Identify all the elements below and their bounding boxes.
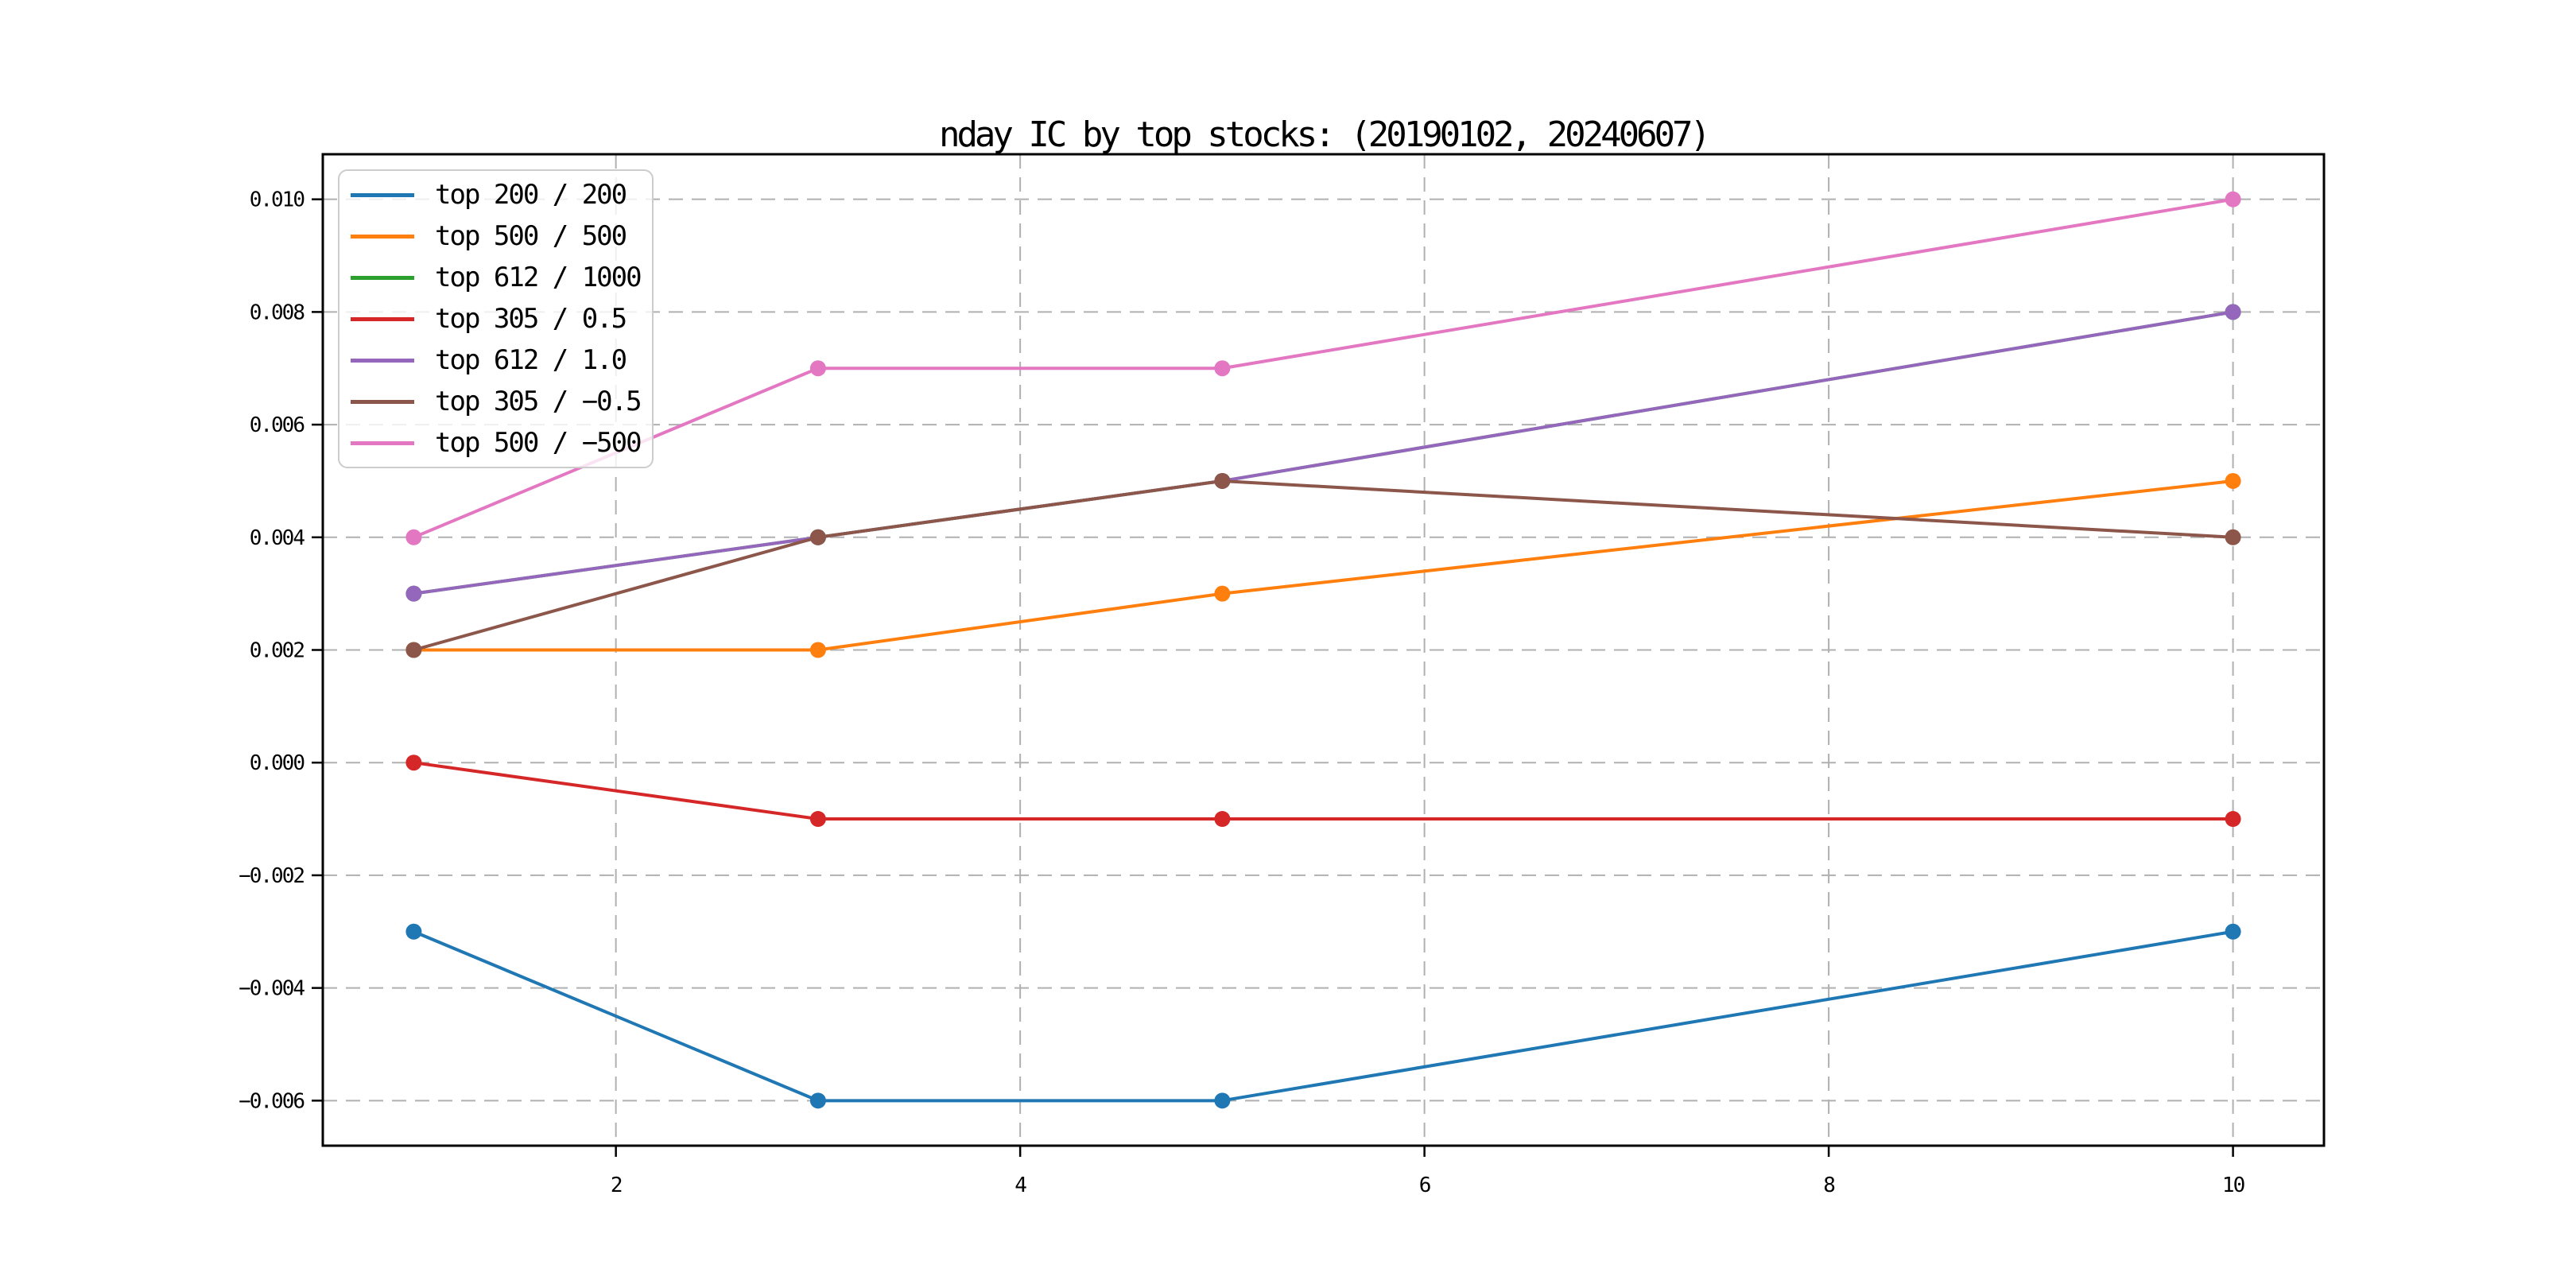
legend-item-top-500-500: top 500 / −500 xyxy=(351,422,642,464)
legend-line-sample xyxy=(351,275,414,280)
data-point-marker xyxy=(1214,360,1231,377)
axis-ticks xyxy=(312,198,2234,1157)
data-point-marker xyxy=(1214,585,1231,602)
data-point-marker xyxy=(1214,472,1231,489)
y-tick-label: 0.002 xyxy=(250,639,305,663)
x-tick-label: 4 xyxy=(1014,1174,1026,1197)
data-point-marker xyxy=(809,642,826,658)
legend: top 200 / 200 top 500 / 500 top 612 / 10… xyxy=(338,169,654,468)
series-top-612-1-0 xyxy=(405,304,2241,602)
legend-item-top-612-1-0: top 612 / 1.0 xyxy=(351,339,641,381)
legend-line-sample xyxy=(351,234,414,239)
x-tick-label: 10 xyxy=(2222,1174,2244,1197)
data-point-marker xyxy=(2225,472,2241,489)
data-point-marker xyxy=(2225,304,2241,320)
series-line xyxy=(413,761,2233,821)
series-line xyxy=(413,479,2233,652)
legend-line-sample xyxy=(351,358,414,363)
series-top-305-0-5 xyxy=(405,472,2241,658)
legend-item-top-612-1000: top 612 / 1000 xyxy=(351,257,642,298)
x-tick-label: 8 xyxy=(1823,1174,1834,1197)
data-point-marker xyxy=(809,1092,826,1109)
series-top-500-500 xyxy=(405,472,2241,658)
legend-label: top 500 / 500 xyxy=(435,220,627,252)
series-top-500-500 xyxy=(405,191,2241,545)
x-tick-label: 6 xyxy=(1419,1174,1430,1197)
data-point-marker xyxy=(809,529,826,545)
data-point-marker xyxy=(809,360,826,377)
series-line xyxy=(413,479,2233,652)
y-tick-label: −0.004 xyxy=(239,977,305,1001)
legend-label: top 500 / −500 xyxy=(435,427,642,459)
data-point-marker xyxy=(405,642,422,658)
axis-tick-labels: 0.010 0.008 0.006 0.004 0.002 0.000 −0.002 −0.0… xyxy=(239,188,2246,1197)
legend-label: top 612 / 1.0 xyxy=(435,344,627,376)
legend-item-top-500-500: top 500 / 500 xyxy=(351,215,641,257)
data-point-marker xyxy=(2225,923,2241,940)
data-point-marker xyxy=(2225,191,2241,208)
legend-item-top-200-200: top 200 / 200 xyxy=(351,174,641,215)
series-line xyxy=(413,310,2233,596)
data-point-marker xyxy=(2225,811,2241,828)
y-tick-label: −0.006 xyxy=(239,1089,304,1113)
x-tick-label: 2 xyxy=(611,1174,622,1197)
data-point-marker xyxy=(1214,811,1231,828)
legend-line-sample xyxy=(351,399,414,404)
series-line xyxy=(413,310,2233,596)
series-top-305-0-5 xyxy=(405,755,2241,828)
data-point-marker xyxy=(405,529,422,545)
data-point-marker xyxy=(2225,529,2241,545)
axes-border xyxy=(321,153,2326,1147)
data-point-marker xyxy=(405,755,422,771)
legend-label: top 305 / 0.5 xyxy=(435,303,627,335)
legend-line-sample xyxy=(351,440,414,445)
y-tick-label: 0.006 xyxy=(250,413,305,437)
y-tick-label: 0.000 xyxy=(250,751,305,775)
legend-item-top-305-0-5: top 305 / 0.5 xyxy=(351,298,641,339)
data-point-marker xyxy=(405,923,422,940)
legend-line-sample xyxy=(351,316,414,321)
legend-line-sample xyxy=(351,192,414,197)
series-top-200-200 xyxy=(405,923,2241,1109)
y-tick-label: 0.008 xyxy=(250,301,305,324)
legend-label: top 612 / 1000 xyxy=(435,262,642,293)
data-point-marker xyxy=(809,811,826,828)
grid xyxy=(323,154,2324,1146)
legend-label: top 305 / −0.5 xyxy=(435,386,642,417)
y-tick-label: −0.002 xyxy=(239,864,304,888)
data-point-marker xyxy=(405,585,422,602)
series-line xyxy=(413,929,2233,1103)
y-tick-label: 0.010 xyxy=(250,188,305,212)
chart-title: nday IC by top stocks: (20190102, 202406… xyxy=(938,114,1711,155)
legend-item-top-305-0-5: top 305 / −0.5 xyxy=(351,381,642,422)
legend-label: top 200 / 200 xyxy=(435,179,627,211)
y-tick-label: 0.004 xyxy=(250,526,305,550)
data-point-marker xyxy=(1214,1092,1231,1109)
